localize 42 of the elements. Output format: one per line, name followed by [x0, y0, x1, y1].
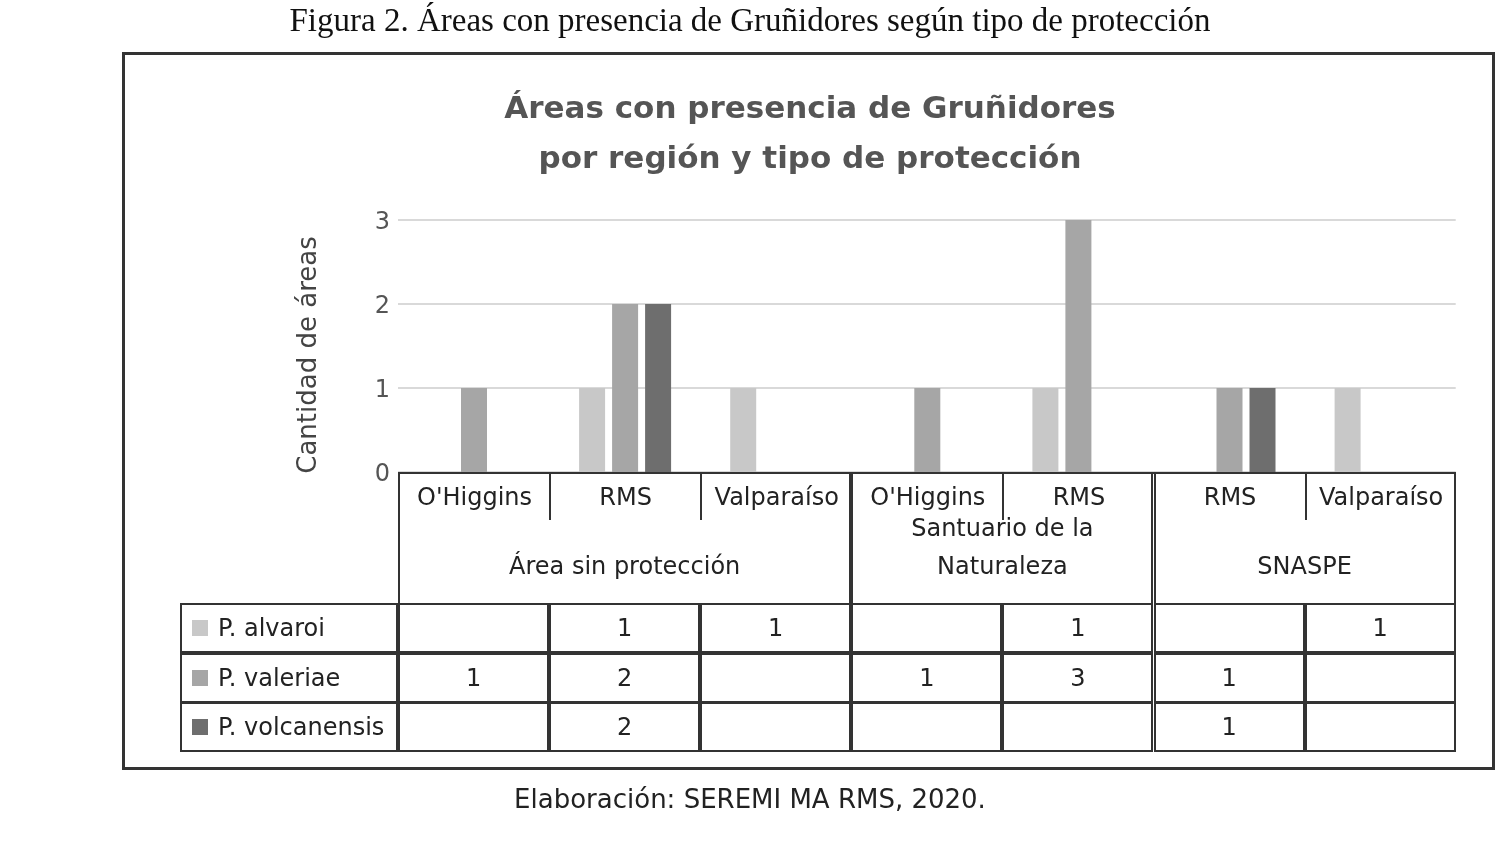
data-label: 1 [700, 603, 852, 653]
bar [579, 388, 606, 472]
x-tick-label: Valparaíso [1304, 472, 1456, 520]
data-label: 1 [1153, 652, 1305, 703]
x-tick-label: O'Higgins [398, 472, 550, 520]
y-tick-label: 2 [374, 290, 390, 319]
legend-label: P. volcanensis [180, 702, 398, 752]
bar [1032, 388, 1059, 472]
bar [1249, 388, 1276, 472]
y-tick-label: 1 [374, 374, 390, 403]
bar [1065, 220, 1092, 472]
data-label: 3 [1002, 652, 1154, 703]
x-tick-label: RMS [1052, 483, 1106, 511]
text: Área sin protección [509, 550, 741, 582]
bar [1216, 388, 1243, 472]
y-tick-label: 0 [374, 458, 390, 487]
bar [1334, 388, 1361, 472]
data-label: 1 [549, 603, 701, 653]
text: SNASPE [1257, 551, 1352, 582]
data-label: 2 [549, 652, 701, 703]
data-label: 1 [851, 652, 1003, 703]
bar [730, 388, 757, 472]
y-axis-title: Cantidad de áreas [292, 235, 323, 476]
data-label: 1 [1304, 603, 1456, 653]
bar [645, 304, 672, 472]
x-tick-label: RMS [549, 472, 701, 520]
data-label: 1 [1153, 702, 1305, 752]
text: Elaboración: SEREMI MA RMS, 2020. [513, 784, 987, 814]
data-label: 1 [1002, 603, 1154, 653]
legend-label: P. alvaroi [180, 603, 398, 653]
bar [612, 304, 639, 472]
y-tick-label: 3 [374, 206, 390, 235]
data-label: 2 [549, 702, 701, 752]
x-tick-label: O'Higgins [870, 483, 986, 511]
legend-label: P. valeriae [180, 652, 398, 703]
text: Santuario de la Naturaleza [911, 514, 1094, 580]
bar [461, 388, 487, 472]
x-tick-label: Valparaíso [700, 472, 852, 520]
x-tick-label: RMS [1153, 472, 1305, 520]
chart-title: Áreas con presencia de Gruñidores por región y tipo de protección [503, 88, 1117, 177]
text: Figura 2. Áreas con presencia de Gruñidores según tipo de protección [288, 2, 1212, 39]
bar [914, 388, 941, 472]
